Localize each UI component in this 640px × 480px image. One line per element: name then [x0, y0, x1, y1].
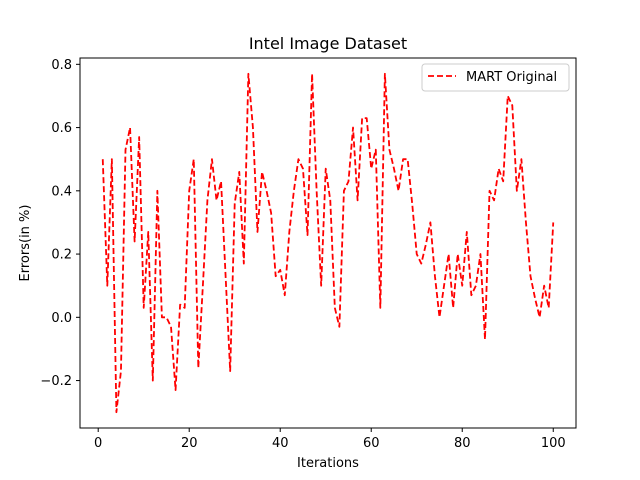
- x-tick-label: 20: [181, 436, 198, 451]
- y-tick-label: 0.4: [51, 184, 72, 199]
- legend-frame: [421, 63, 570, 92]
- plot-frame: [79, 57, 577, 429]
- y-axis: −0.2 0.0 0.2 0.4 0.6 0.8: [40, 58, 80, 389]
- x-tick-label: 40: [272, 436, 289, 451]
- x-tick-label: 100: [541, 436, 566, 451]
- y-tick-label: 0.6: [51, 121, 72, 136]
- y-axis-label: Errors(in %): [18, 205, 33, 282]
- y-tick-label: −0.2: [40, 374, 72, 389]
- x-axis: 0 20 40 60 80 100: [94, 428, 566, 451]
- series-line-0: [101, 72, 555, 414]
- legend: MART Original: [421, 63, 570, 92]
- legend-label: MART Original: [466, 70, 557, 85]
- chart-title: Intel Image Dataset: [249, 34, 407, 53]
- x-tick-label: 60: [363, 436, 380, 451]
- x-tick-label: 80: [454, 436, 471, 451]
- y-tick-label: 0.0: [51, 311, 72, 326]
- x-tick-label: 0: [94, 436, 102, 451]
- x-axis-label: Iterations: [297, 456, 359, 471]
- y-tick-label: 0.2: [51, 248, 72, 263]
- series-layer: [101, 72, 555, 414]
- plot-area: [80, 58, 576, 428]
- y-tick-label: 0.8: [51, 58, 72, 73]
